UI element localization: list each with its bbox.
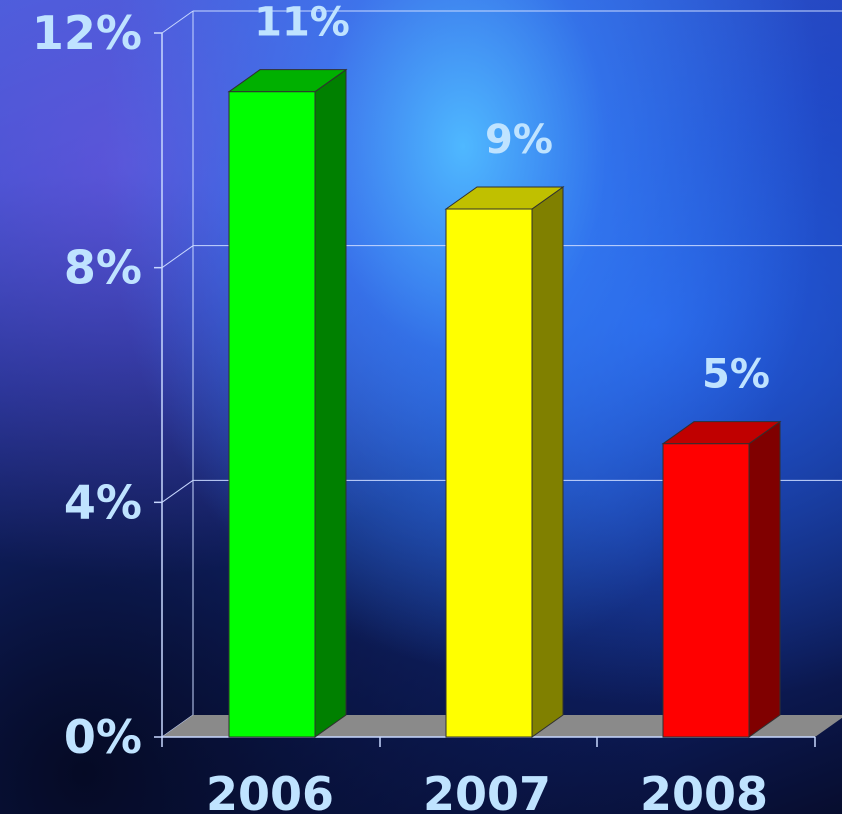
- gridline-diagonal: [161, 10, 194, 34]
- bar-front: [445, 208, 533, 738]
- x-tick-label: 2008: [640, 767, 768, 814]
- bar-2007: [444, 186, 565, 738]
- bar-side: [314, 68, 347, 738]
- bar-2006: [227, 68, 348, 738]
- bar-top: [661, 421, 782, 445]
- bars-layer: [227, 68, 782, 738]
- bar-side: [748, 420, 781, 738]
- bar-front: [662, 443, 750, 738]
- x-tick-label: 2007: [423, 767, 551, 814]
- bar-top: [227, 69, 348, 93]
- bar-2008: [661, 420, 782, 738]
- y-tick-label: 8%: [64, 241, 142, 295]
- bar-front: [228, 91, 316, 738]
- gridline-diagonal: [161, 479, 194, 503]
- bar-side: [531, 186, 564, 738]
- bar-top: [444, 186, 565, 210]
- data-label: 9%: [485, 117, 553, 163]
- y-tick-label: 0%: [64, 710, 142, 764]
- y-tick-label: 4%: [64, 475, 142, 529]
- y-tick-label: 12%: [32, 6, 142, 60]
- data-label: 11%: [254, 0, 350, 46]
- data-label: 5%: [702, 352, 770, 398]
- labels-layer: 0% 4% 8% 12% 11% 2006 9% 2007 5% 2008: [32, 0, 770, 814]
- x-tick-label: 2006: [206, 767, 334, 814]
- gridline-diagonal: [161, 245, 194, 269]
